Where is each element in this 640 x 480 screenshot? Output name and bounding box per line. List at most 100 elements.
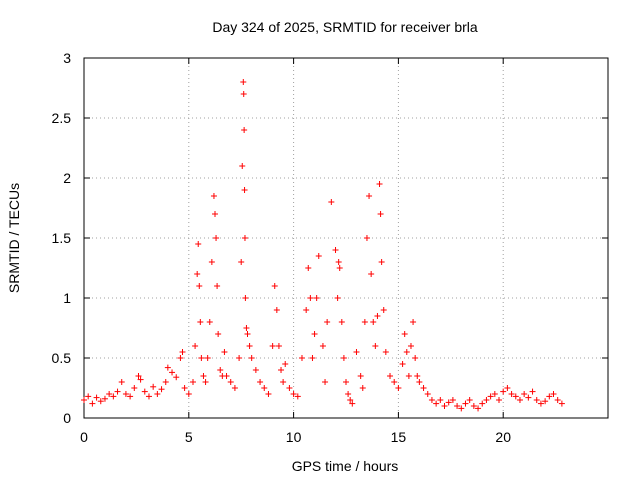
data-point [89, 400, 96, 407]
data-point [137, 376, 144, 383]
data-point [372, 343, 379, 349]
data-point [294, 393, 301, 400]
data-point [181, 385, 188, 391]
data-point [420, 385, 427, 391]
data-point [208, 259, 215, 265]
data-point [516, 397, 523, 403]
data-point [416, 379, 423, 385]
data-point [231, 385, 238, 391]
y-tick-label: 1.5 [52, 230, 72, 246]
data-point [399, 361, 406, 367]
data-point [374, 313, 381, 319]
data-point [158, 386, 165, 393]
y-tick-label: 3 [63, 50, 71, 66]
y-axis-label: SRMTID / TECUs [6, 183, 22, 293]
data-point [242, 295, 249, 301]
x-axis: 0 5 10 15 20 [80, 58, 511, 445]
data-point [328, 199, 335, 205]
data-point [145, 393, 152, 400]
data-point [278, 367, 285, 373]
data-point [319, 343, 326, 349]
data-point [550, 391, 557, 397]
x-tick-label: 0 [80, 429, 88, 445]
data-point [110, 393, 117, 400]
data-point [322, 379, 329, 385]
data-point [298, 355, 305, 361]
data-point [118, 379, 125, 385]
data-point [361, 319, 368, 325]
data-point [554, 397, 561, 403]
data-point [261, 385, 268, 391]
data-point [273, 307, 280, 313]
data-point [213, 235, 220, 241]
data-point [271, 283, 278, 289]
x-tick-label: 20 [495, 429, 511, 445]
data-point [405, 373, 412, 379]
data-point [204, 355, 211, 361]
data-point [275, 343, 282, 349]
data-point [206, 319, 213, 325]
data-point [179, 349, 186, 355]
data-point [479, 400, 486, 407]
data-point [428, 397, 435, 403]
plot-frame [83, 57, 609, 419]
x-tick-label: 10 [286, 429, 302, 445]
data-point [241, 127, 248, 133]
data-point [101, 395, 108, 402]
data-point [150, 383, 157, 390]
data-point [223, 373, 230, 379]
data-point [496, 397, 503, 403]
data-point [173, 374, 180, 381]
data-point [414, 373, 421, 379]
data-point [462, 400, 469, 407]
data-point [546, 393, 553, 400]
data-point [521, 391, 528, 397]
data-point [336, 265, 343, 271]
data-point [215, 331, 222, 337]
data-point [81, 397, 87, 403]
data-point [491, 391, 498, 397]
data-point [290, 391, 297, 397]
data-point [449, 397, 456, 403]
data-point [240, 79, 247, 85]
data-point [412, 355, 419, 361]
data-point [212, 211, 218, 217]
data-series-srmtid [81, 79, 565, 412]
data-point [238, 259, 245, 265]
data-point [189, 379, 196, 385]
data-point [512, 393, 519, 400]
data-point [114, 388, 121, 395]
data-point [282, 361, 289, 367]
data-point [324, 319, 331, 325]
data-point [162, 379, 169, 385]
data-point [441, 403, 448, 409]
data-point [340, 355, 347, 361]
data-point [200, 373, 207, 379]
data-point [85, 393, 92, 400]
data-point [332, 247, 339, 253]
data-point [243, 325, 250, 331]
data-point [127, 393, 134, 400]
data-point [303, 307, 310, 313]
data-point [244, 331, 251, 337]
data-point [370, 319, 377, 325]
y-tick-label: 2 [63, 170, 71, 186]
data-point [202, 379, 209, 385]
grid-lines [84, 58, 608, 418]
data-point [410, 319, 417, 325]
data-point [241, 235, 248, 241]
data-point [177, 355, 184, 361]
y-tick-label: 2.5 [52, 110, 72, 126]
data-point [197, 319, 204, 325]
data-point [395, 385, 402, 391]
y-tick-label: 1 [63, 290, 71, 306]
data-point [122, 391, 129, 397]
data-point [241, 187, 248, 193]
data-point [380, 307, 387, 313]
data-point [487, 393, 494, 400]
data-point [345, 391, 352, 397]
data-point [269, 343, 276, 349]
data-point [309, 355, 316, 361]
data-point [504, 385, 511, 391]
data-point [357, 373, 364, 379]
